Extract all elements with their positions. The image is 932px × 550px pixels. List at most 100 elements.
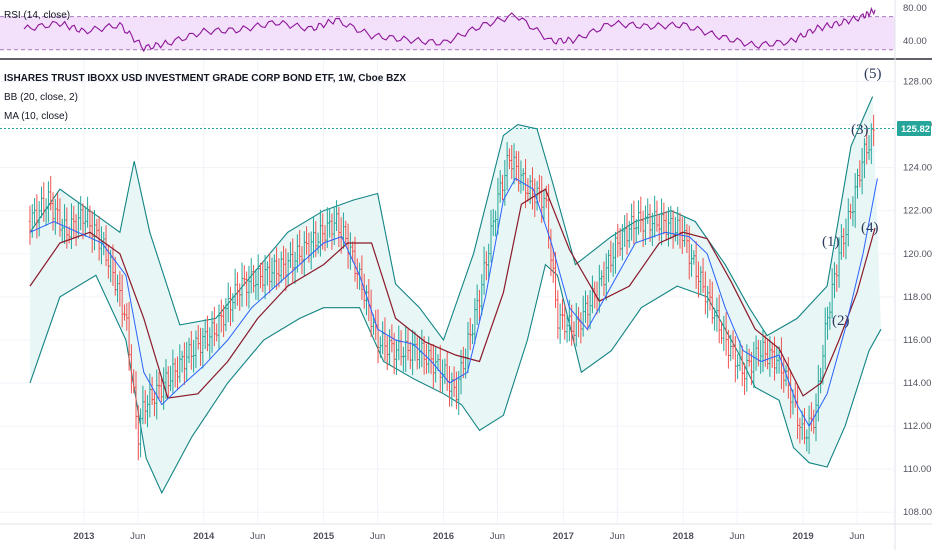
price-bar	[120, 274, 124, 328]
price-bar	[856, 168, 859, 199]
price-bar	[351, 241, 354, 262]
price-bar	[397, 325, 400, 361]
price-bar	[261, 261, 264, 293]
price-bar	[116, 274, 119, 303]
price-bar	[865, 129, 868, 165]
price-bar	[717, 294, 721, 344]
price-bar	[231, 293, 235, 323]
price-bar	[130, 344, 133, 394]
price-bar	[614, 231, 617, 274]
price-bar	[319, 209, 322, 257]
price-bar	[418, 336, 421, 369]
price-bar	[787, 356, 790, 399]
price-bar	[187, 337, 191, 364]
price-bar	[457, 370, 460, 416]
price-bar	[496, 178, 500, 235]
price-bar	[658, 215, 661, 242]
price-bar	[708, 279, 712, 311]
price-bar	[485, 251, 488, 281]
price-bar	[434, 347, 437, 383]
price-tick-label: 122.00	[903, 206, 932, 217]
price-bar	[402, 346, 405, 372]
price-bar	[867, 135, 871, 160]
price-bar	[761, 329, 765, 373]
price-bar	[863, 138, 866, 179]
price-bar	[31, 204, 34, 238]
time-tick-label: Jun	[490, 531, 505, 542]
price-bar	[379, 336, 382, 358]
price-bar	[203, 319, 207, 349]
price-bar	[584, 290, 587, 323]
price-bar	[208, 327, 211, 359]
price-bar	[376, 309, 380, 364]
price-bar	[554, 252, 557, 309]
price-bar	[810, 402, 813, 432]
price-bar	[517, 151, 520, 192]
price-bar	[139, 408, 142, 458]
rsi-pane[interactable]: RSI (14, close) 80.00 40.00	[0, 3, 927, 53]
price-bar	[482, 246, 486, 295]
price-bar	[731, 330, 735, 360]
price-bar	[674, 216, 677, 242]
price-bar	[648, 204, 652, 242]
price-bar	[526, 178, 530, 202]
price-bar	[229, 286, 232, 327]
price-bar	[114, 256, 117, 296]
price-bar	[515, 150, 518, 182]
price-bar	[118, 271, 122, 307]
price-bar	[266, 261, 269, 286]
price-bar	[492, 208, 495, 236]
main-pane[interactable]: ISHARES TRUST IBOXX USD INVESTMENT GRADE…	[0, 60, 932, 542]
price-bar	[49, 175, 52, 211]
price-bar	[581, 295, 585, 337]
price-bar	[365, 284, 368, 316]
price-bar	[835, 264, 838, 292]
price-bar	[771, 343, 774, 368]
price-bar	[798, 417, 802, 444]
price-bar	[328, 208, 331, 238]
price-bar	[123, 304, 126, 321]
price-tick-label: 110.00	[903, 464, 931, 475]
price-bar	[711, 281, 714, 324]
price-bar	[86, 196, 89, 228]
price-bar	[63, 204, 66, 244]
price-bar	[586, 295, 590, 331]
time-axis[interactable]: 2013 Jun 2014 Jun 2015 Jun 2016 Jun 2017 Jun 2018 J…	[73, 531, 864, 542]
price-bar	[215, 323, 218, 342]
price-bar	[510, 145, 513, 179]
price-bar	[190, 330, 193, 370]
price-bar	[777, 346, 781, 374]
price-bar	[194, 330, 198, 369]
price-bar	[252, 265, 255, 293]
price-bar	[323, 225, 327, 252]
price-bar	[127, 301, 131, 371]
price-bar	[621, 223, 624, 261]
price-bar	[416, 336, 419, 370]
price-bar	[54, 199, 57, 235]
price-bar	[736, 354, 739, 380]
time-tick-label: Jun	[610, 531, 625, 542]
price-tick-label: 116.00	[903, 335, 931, 346]
price-bar	[61, 218, 64, 242]
price-bar	[150, 376, 154, 406]
price-bar	[180, 350, 184, 373]
price-axis[interactable]: 128.00126.00124.00122.00120.00118.00116.…	[903, 77, 932, 519]
price-bar	[623, 215, 626, 248]
price-bar	[593, 281, 596, 309]
price-bar	[65, 207, 69, 249]
price-bar	[81, 203, 85, 240]
price-bar	[303, 231, 306, 276]
price-bar	[160, 378, 163, 403]
price-bar	[284, 248, 288, 292]
time-tick-label: Jun	[730, 531, 745, 542]
price-bar	[330, 213, 334, 250]
price-bar	[697, 261, 700, 298]
price-bar	[443, 358, 447, 385]
price-bar	[847, 198, 850, 247]
price-bar	[824, 307, 827, 370]
price-bar	[178, 344, 181, 383]
price-bar	[289, 241, 292, 269]
price-bar	[222, 305, 225, 338]
price-bar	[494, 210, 497, 237]
